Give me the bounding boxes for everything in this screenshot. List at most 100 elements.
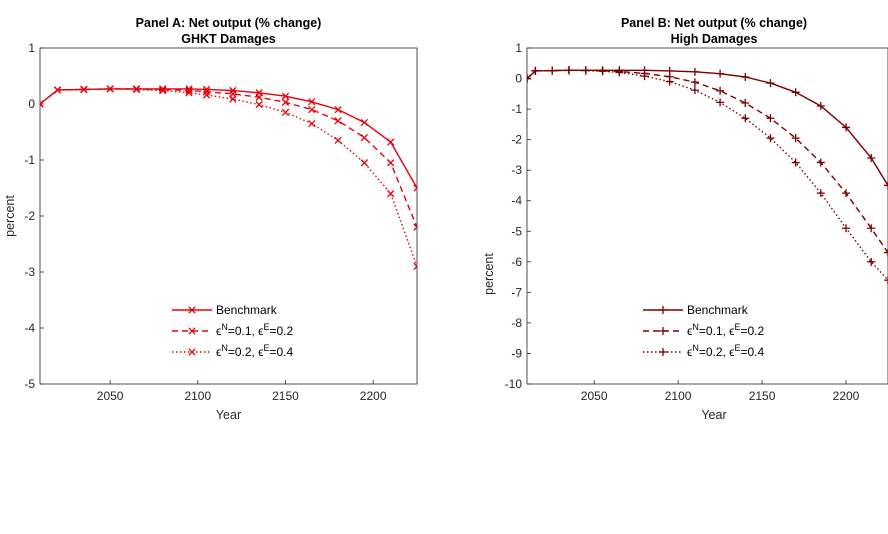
panel-b-x-tick-label: 2100	[665, 389, 692, 403]
panel-b-y-tick-label: -1	[511, 102, 522, 116]
panel-a-series-2-point	[387, 159, 395, 167]
panel-a-series-3-point	[334, 136, 342, 145]
panel-b-y-tick-label: -9	[511, 346, 522, 360]
panel-a-series-3-point	[106, 85, 114, 93]
panel-b-y-tick-label: -2	[511, 133, 522, 147]
panel-b-series-2-point	[816, 158, 825, 167]
panel-a-x-ticks: 2050 2100 2150 2200	[97, 380, 387, 403]
panel-b-y-tick-label: 0	[515, 72, 522, 86]
panel-a-series-3-point	[281, 108, 290, 117]
panel-b-series-2-point	[842, 189, 851, 198]
panel-a-series-1-point	[281, 92, 290, 100]
panel-a-y-tick-label: -5	[24, 377, 35, 391]
panel-a-series-3-point	[202, 91, 211, 99]
panel-b-x-ticks: 2050 2100 2150 2200	[581, 380, 860, 403]
panel-a-legend-marker-1	[188, 306, 196, 314]
panel-b-plot-area	[526, 47, 888, 385]
panel-b-legend-marker-2	[659, 327, 667, 335]
panel-b-x-tick-label: 2050	[581, 389, 608, 403]
panel-b-series-1-point	[867, 153, 876, 162]
panel-b-title: Panel B: Net output (% change)	[621, 16, 807, 30]
panel-a-series	[40, 85, 417, 271]
panel-a-series-2-line	[40, 88, 417, 228]
panel-a-series-3-point	[308, 119, 316, 128]
panel-a-series-1-point	[387, 138, 395, 146]
panel-b-series-3-point	[816, 189, 825, 198]
panel-a-series-3-point	[185, 89, 193, 97]
panel-b-series-1-point	[791, 88, 800, 97]
panel-b-series-3-point	[548, 66, 557, 75]
panel-a-series-2-point	[159, 85, 167, 94]
panel-b-legend-label-3: ϵN=0.2, ϵE=0.4	[687, 343, 765, 359]
panel-b-y-tick-label: -5	[511, 224, 522, 238]
panel-b-series	[527, 66, 888, 285]
panel-a-series-3-point	[229, 95, 237, 103]
panel-b-series-3-point	[564, 66, 573, 75]
panel-a-series-3-point	[159, 86, 167, 95]
panel-a-series-3-point	[53, 86, 62, 94]
panel-a-series-2-point	[360, 133, 369, 142]
panel-b-series-2-point	[766, 114, 775, 123]
panel-a-y-tick-label: -3	[24, 265, 35, 279]
panel-a-series-1-point	[360, 118, 369, 127]
panel-a-series-2-point	[255, 93, 263, 101]
panel-a-x-tick-label: 2050	[97, 389, 124, 403]
panel-a-legend-marker-3	[188, 348, 196, 356]
panel-a-x-axis-label: Year	[216, 408, 241, 422]
panel-a-series-3-point	[413, 262, 417, 271]
panel-b-series-1-point	[716, 69, 725, 78]
panel-a-y-tick-label: 0	[28, 97, 35, 111]
panel-b-series-3-point	[640, 72, 649, 81]
panel-b-series-1-point	[690, 67, 699, 76]
panel-b-y-ticks: -10-9-8-7-6-5-4-3-2-101	[505, 41, 531, 391]
panel-a-series-3-point	[387, 189, 395, 198]
panel-b-series-2-point	[690, 78, 699, 87]
panel-a-title: Panel A: Net output (% change)	[136, 16, 322, 30]
panel-b-series-3-point	[867, 257, 876, 266]
panel-a-legend-marker-2	[188, 327, 196, 335]
panel-a-x-tick-label: 2100	[184, 389, 211, 403]
panel-b-series-3-point	[690, 86, 699, 95]
panel-b-y-tick-label: -3	[511, 163, 522, 177]
panel-a-series-3-point	[255, 100, 263, 109]
panel-a-series-2-point	[334, 117, 342, 125]
panel-a-legend: Benchmark ϵN=0.1, ϵE=0.2 ϵN=0.2, ϵE=0.4	[172, 303, 294, 359]
panel-b-series-1-point	[741, 73, 750, 82]
panel-b-series-3-point	[615, 68, 624, 77]
panel-b-legend-label-1: Benchmark	[687, 303, 749, 317]
panel-b-series-3-point	[531, 66, 540, 75]
panel-a-legend-label-1: Benchmark	[216, 303, 278, 317]
panel-b-y-tick-label: -6	[511, 255, 522, 269]
panel-a-series-3-point	[80, 85, 88, 94]
panel-b-x-tick-label: 2200	[833, 389, 860, 403]
panel-a-plot-area	[39, 47, 418, 385]
panel-a-series-3-point	[40, 100, 44, 108]
panel-b-series-2-point	[867, 224, 876, 233]
panel-b-series-2-point	[716, 86, 725, 95]
panel-b-legend-marker-1	[659, 306, 667, 314]
panel-a-series-1-point	[413, 184, 417, 192]
panel-b-series-3-point	[766, 134, 775, 143]
panel-b-legend-marker-3	[659, 348, 667, 356]
panel-a-legend-label-3: ϵN=0.2, ϵE=0.4	[216, 343, 294, 359]
panel-b-series-1-point	[842, 123, 851, 132]
panel-a-series-2-point	[281, 98, 290, 106]
panel-b-series-3-point	[527, 74, 531, 83]
panel-b-series-3-point	[884, 276, 888, 285]
panel-a-legend-label-2: ϵN=0.1, ϵE=0.2	[216, 322, 294, 338]
panel-b-series-1-point	[766, 79, 775, 88]
panel-b-y-tick-label: -10	[505, 377, 523, 391]
panel-a-y-tick-label: -4	[24, 321, 35, 335]
panel-b-series-2-point	[741, 98, 750, 107]
panel-b-legend: Benchmark ϵN=0.1, ϵE=0.2 ϵN=0.2, ϵE=0.4	[643, 303, 765, 359]
panel-a-series-2-point	[308, 105, 316, 114]
panel-b-series-3-point	[598, 67, 607, 76]
panel-b-y-axis-label: percent	[482, 253, 496, 295]
panel-a-y-tick-label: -2	[24, 209, 35, 223]
panel-a-y-tick-label: 1	[28, 41, 35, 55]
panel-a: Panel A: Net output (% change) GHKT Dama…	[3, 16, 418, 422]
panel-a-y-tick-label: -1	[24, 153, 35, 167]
panel-a-x-tick-label: 2150	[272, 389, 299, 403]
panel-b-series-2-point	[884, 248, 888, 257]
